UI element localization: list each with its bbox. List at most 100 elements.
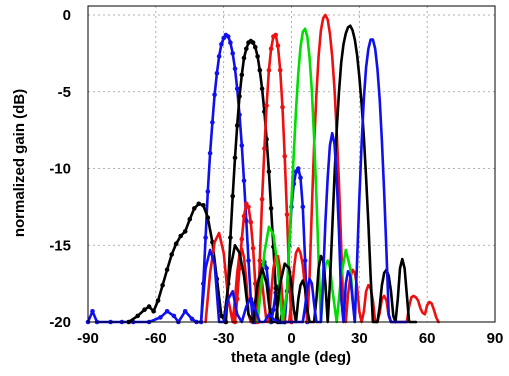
data-point: [244, 46, 249, 52]
data-point: [250, 40, 256, 45]
data-point: [164, 267, 170, 273]
data-point: [182, 229, 188, 234]
data-point: [230, 193, 235, 199]
data-point: [241, 55, 247, 61]
y-tick-label: -5: [58, 84, 71, 101]
x-axis-label: theta angle (deg): [231, 349, 351, 366]
data-point: [219, 41, 224, 47]
data-point: [264, 266, 269, 271]
x-tick-label: 30: [351, 330, 368, 347]
data-point: [187, 216, 193, 222]
data-point: [142, 307, 147, 313]
y-tick-label: -20: [49, 314, 71, 331]
data-point: [284, 212, 290, 217]
x-tick-label: 90: [487, 330, 504, 347]
data-point: [171, 313, 177, 319]
data-point: [178, 233, 183, 239]
data-point: [241, 213, 247, 219]
data-point: [182, 309, 188, 314]
data-point: [257, 68, 263, 73]
x-tick-label: -60: [145, 330, 167, 347]
data-point: [248, 219, 254, 225]
data-point: [228, 235, 233, 240]
data-point: [246, 204, 251, 210]
x-tick-label: -90: [77, 330, 99, 347]
data-point: [225, 34, 231, 39]
data-point: [302, 258, 308, 263]
y-tick-label: -10: [49, 161, 71, 178]
data-point: [205, 215, 211, 220]
data-point: [253, 44, 258, 50]
x-tick-label: 60: [419, 330, 436, 347]
data-point: [207, 150, 213, 156]
data-point: [257, 258, 263, 263]
data-point: [268, 46, 274, 52]
data-point: [234, 123, 240, 128]
data-point: [300, 204, 306, 210]
data-point: [266, 169, 272, 174]
data-point: [273, 32, 279, 38]
data-point: [189, 316, 195, 322]
data-point: [239, 236, 245, 242]
data-point: [259, 86, 265, 91]
y-tick-label: -15: [49, 237, 71, 254]
data-point: [232, 66, 238, 71]
data-point: [160, 282, 165, 288]
data-point: [196, 201, 202, 207]
data-point: [273, 285, 279, 291]
data-point: [201, 203, 206, 208]
data-point: [216, 54, 222, 59]
data-point: [268, 206, 274, 211]
data-point: [259, 196, 265, 202]
x-tick-label: -30: [213, 330, 235, 347]
data-point: [234, 86, 240, 91]
series-6: [222, 24, 418, 324]
data-point: [146, 304, 152, 309]
data-point: [237, 94, 242, 99]
data-point: [212, 92, 217, 98]
x-tick-label: 0: [287, 330, 295, 347]
data-point: [298, 175, 303, 180]
data-point: [277, 68, 283, 73]
data-point: [135, 313, 140, 319]
series-group: [85, 13, 440, 325]
data-point: [250, 246, 256, 251]
data-point: [90, 309, 95, 314]
series-7: [199, 38, 409, 324]
data-point: [280, 104, 285, 110]
y-tick-label: 0: [63, 7, 71, 24]
data-point: [232, 155, 238, 161]
data-point: [158, 315, 163, 320]
data-point: [246, 258, 251, 263]
data-point: [210, 120, 215, 125]
series-line: [222, 24, 418, 324]
data-point: [239, 72, 245, 78]
series-3: [232, 32, 294, 325]
data-point: [241, 178, 247, 184]
data-point: [275, 43, 281, 48]
data-point: [244, 218, 249, 223]
data-point: [239, 143, 245, 148]
data-point: [264, 103, 269, 108]
data-point: [266, 68, 272, 73]
data-point: [205, 189, 211, 194]
data-point: [228, 40, 233, 45]
data-point: [169, 252, 174, 257]
data-point: [230, 51, 235, 56]
data-point: [155, 298, 161, 303]
data-point: [271, 307, 276, 313]
data-point: [203, 235, 208, 240]
data-point: [214, 71, 220, 76]
plot-frame: [87, 5, 496, 323]
data-point: [262, 146, 267, 151]
data-point: [192, 206, 197, 211]
grid: [88, 6, 495, 322]
series-line: [199, 38, 409, 324]
tick-labels: -90 -60 -30 0 30 60 90 0 -5 -10 -15 -20: [49, 7, 503, 347]
y-axis-label: normalized gain (dB): [11, 89, 28, 237]
data-point: [164, 309, 170, 314]
data-point: [282, 153, 288, 159]
data-point: [219, 313, 224, 319]
data-point: [151, 309, 156, 314]
